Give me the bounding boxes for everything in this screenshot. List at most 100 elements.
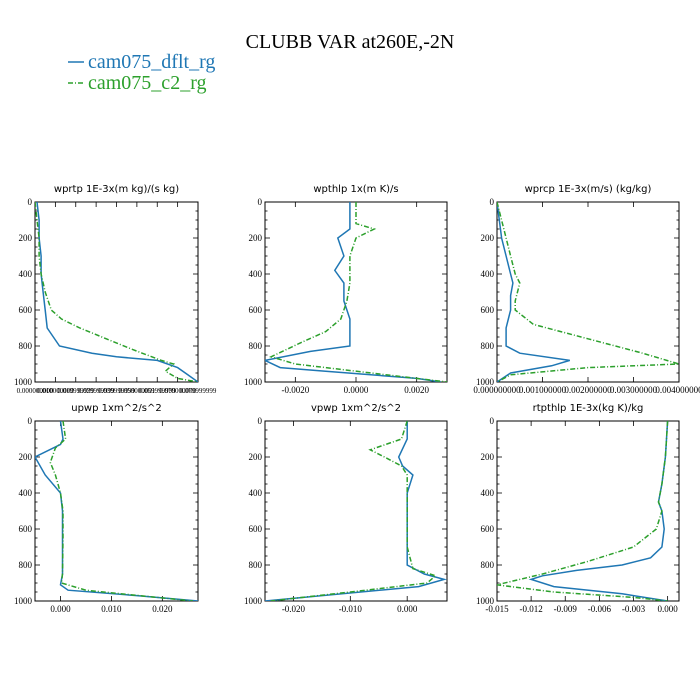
x-tick-label-rtpthlp: -0.009: [554, 604, 578, 614]
x-tick-label-wprcp: 0.003000000: [610, 385, 658, 395]
panel-title-vpwp: vpwp 1xm^2/s^2: [311, 403, 401, 414]
y-tick-label-wprcp: 1000: [476, 377, 495, 387]
y-tick-label-wprcp: 600: [481, 305, 495, 315]
panel-wpthlp: wpthlp 1x(m K)/s 0 200 400 600 800 1000 -0.0020…: [244, 184, 448, 395]
x-tick-label-vpwp: 0.000: [397, 604, 418, 614]
y-tick-label-wprcp: 800: [481, 341, 495, 351]
y-tick-label-upwp: 600: [19, 524, 33, 534]
x-tick-label-wprtp: 0.039999999: [98, 387, 135, 395]
x-tick-label-rtpthlp: -0.003: [622, 604, 646, 614]
x-tick-label-wpthlp: -0.0020: [281, 385, 309, 395]
y-tick-label-wpthlp: 1000: [244, 377, 263, 387]
x-tick-label-wprtp: 0.050000001: [119, 387, 156, 395]
y-tick-label-rtpthlp: 800: [481, 560, 495, 570]
x-tick-label-wprtp: 0.019999999: [57, 387, 94, 395]
plot-frame-vpwp: [264, 420, 448, 602]
series-line-dflt-rtpthlp: [528, 421, 669, 601]
y-tick-label-wpthlp: 0: [258, 197, 263, 207]
x-tick-label-vpwp: -0.010: [339, 604, 363, 614]
y-tick-label-wprcp: 400: [481, 269, 495, 279]
series-line-c2-wprtp: [35, 202, 198, 382]
plot-frame-rtpthlp: [496, 420, 680, 602]
x-tick-label-wpthlp: 0.0020: [404, 385, 429, 395]
x-tick-label-wprtp: 0.079999999: [180, 387, 217, 395]
x-tick-label-upwp: 0.000: [50, 604, 71, 614]
x-tick-label-upwp: 0.020: [152, 604, 173, 614]
panel-title-wprtp: wprtp 1E-3x(m kg)/(s kg): [54, 184, 179, 195]
x-tick-label-vpwp: -0.020: [282, 604, 306, 614]
y-tick-label-wprcp: 200: [481, 233, 495, 243]
panel-title-wpthlp: wpthlp 1x(m K)/s: [313, 184, 398, 195]
panel-wprtp: wprtp 1E-3x(m kg)/(s kg) 0 200 400 600 800 100…: [14, 184, 217, 395]
series-line-dflt-vpwp: [265, 421, 447, 601]
series-line-dflt-wprtp: [36, 202, 198, 382]
x-tick-label-rtpthlp: -0.006: [588, 604, 612, 614]
series-line-c2-upwp: [49, 421, 193, 601]
y-tick-label-wprtp: 800: [19, 341, 33, 351]
series-line-c2-rtpthlp: [497, 421, 669, 601]
y-tick-label-rtpthlp: 1000: [476, 596, 495, 606]
y-tick-label-vpwp: 0: [258, 416, 263, 426]
y-tick-label-vpwp: 400: [249, 488, 263, 498]
panel-rtpthlp: rtpthlp 1E-3x(kg K)/kg02004006008001000-…: [476, 403, 680, 614]
legend: cam075_dflt_rg cam075_c2_rg: [68, 51, 215, 94]
y-tick-label-vpwp: 800: [249, 560, 263, 570]
plot-frame-wprcp: [496, 201, 680, 383]
y-tick-label-wpthlp: 600: [249, 305, 263, 315]
y-tick-label-rtpthlp: 600: [481, 524, 495, 534]
x-tick-label-wprtp: 0.010000000: [37, 387, 74, 395]
series-line-dflt-wprcp: [497, 202, 571, 382]
y-tick-label-wprtp: 1000: [14, 377, 33, 387]
series-line-c2-vpwp: [270, 421, 438, 601]
y-tick-label-upwp: 1000: [14, 596, 33, 606]
y-tick-label-vpwp: 200: [249, 452, 263, 462]
plot-frame-upwp: [34, 420, 199, 602]
y-tick-label-vpwp: 600: [249, 524, 263, 534]
x-tick-label-wprcp: 0.001000000: [519, 385, 567, 395]
y-tick-label-wprtp: 0: [28, 197, 33, 207]
y-tick-label-wpthlp: 800: [249, 341, 263, 351]
panel-vpwp: vpwp 1xm^2/s^2 0 200 400 600 800 1000 -0.020 -0.…: [244, 403, 448, 614]
panels: wprtp 1E-3x(m kg)/(s kg) 0 200 400 600 800 100…: [14, 184, 700, 614]
series-line-c2-wprcp: [497, 202, 679, 382]
x-tick-label-rtpthlp: -0.015: [485, 604, 509, 614]
x-tick-label-rtpthlp: -0.012: [520, 604, 543, 614]
x-tick-label-wprcp: 0.004000000: [655, 385, 700, 395]
x-tick-label-wpthlp: 0.0000: [344, 385, 369, 395]
x-tick-label-upwp: 0.010: [101, 604, 122, 614]
panel-title-upwp: upwp 1xm^2/s^2: [71, 403, 161, 414]
y-tick-label-upwp: 200: [19, 452, 33, 462]
panel-wprcp: wprcp 1E-3x(m/s) (kg/kg) 0 200 400 600 800 100…: [473, 184, 700, 395]
y-tick-label-upwp: 400: [19, 488, 33, 498]
x-tick-label-wprtp: 0.000000000: [17, 387, 54, 395]
series-line-dflt-wpthlp: [265, 202, 442, 382]
figure-title: CLUBB VAR at260E,-2N: [246, 31, 455, 53]
legend-label-dflt: cam075_dflt_rg: [88, 51, 215, 73]
y-tick-label-rtpthlp: 200: [481, 452, 495, 462]
y-tick-label-wpthlp: 200: [249, 233, 263, 243]
x-tick-label-wprcp: 0.000000000: [473, 385, 521, 395]
y-tick-label-rtpthlp: 400: [481, 488, 495, 498]
y-tick-label-wprtp: 200: [19, 233, 33, 243]
y-tick-label-wprcp: 0: [490, 197, 495, 207]
panel-title-wprcp: wprcp 1E-3x(m/s) (kg/kg): [525, 184, 652, 195]
x-tick-label-wprcp: 0.002000000: [564, 385, 612, 395]
panel-title-rtpthlp: rtpthlp 1E-3x(kg K)/kg: [533, 403, 644, 414]
series-line-dflt-upwp: [35, 421, 198, 601]
x-tick-label-rtpthlp: 0.000: [658, 604, 679, 614]
legend-label-c2: cam075_c2_rg: [88, 72, 207, 94]
y-tick-label-wpthlp: 400: [249, 269, 263, 279]
series-line-c2-wpthlp: [269, 202, 447, 382]
y-tick-label-rtpthlp: 0: [490, 416, 495, 426]
x-tick-label-wprtp: 0.070000000: [159, 387, 196, 395]
plot-frame-wprtp: [34, 201, 199, 383]
y-tick-label-upwp: 800: [19, 560, 33, 570]
y-tick-label-upwp: 0: [28, 416, 33, 426]
x-tick-label-wprtp: 0.059999999: [139, 387, 176, 395]
y-tick-label-vpwp: 1000: [244, 596, 263, 606]
panel-upwp: upwp 1xm^2/s^2 0 200 400 600 800 1000 0.000 0.01…: [14, 403, 199, 614]
y-tick-label-wprtp: 400: [19, 269, 33, 279]
x-tick-label-wprtp: 0.029999999: [78, 387, 115, 395]
y-tick-label-wprtp: 600: [19, 305, 33, 315]
